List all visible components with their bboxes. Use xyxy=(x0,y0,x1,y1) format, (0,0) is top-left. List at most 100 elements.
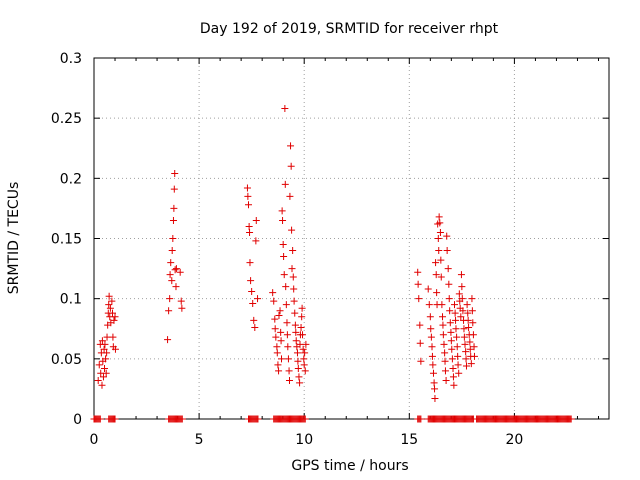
x-tick-label: 0 xyxy=(90,432,99,448)
data-point xyxy=(105,292,113,300)
zero-data-point xyxy=(111,415,119,423)
data-point xyxy=(98,337,106,345)
data-point xyxy=(463,301,471,309)
data-point xyxy=(441,357,449,365)
data-point xyxy=(105,301,113,309)
data-point xyxy=(429,369,437,377)
data-point xyxy=(470,343,478,351)
zero-data-point xyxy=(301,415,309,423)
data-point xyxy=(272,333,280,341)
data-point xyxy=(244,192,252,200)
data-point xyxy=(252,216,260,224)
data-point xyxy=(466,345,474,353)
data-point xyxy=(429,361,437,369)
data-point xyxy=(276,307,284,315)
data-point xyxy=(452,325,460,333)
data-point xyxy=(298,304,306,312)
data-point xyxy=(287,162,295,170)
zero-data-point xyxy=(567,415,575,423)
data-point xyxy=(283,331,291,339)
data-point xyxy=(452,316,460,324)
data-point xyxy=(441,367,449,375)
data-point xyxy=(281,180,289,188)
data-point xyxy=(468,307,476,315)
data-point xyxy=(292,328,300,336)
data-point xyxy=(170,185,178,193)
data-point xyxy=(461,340,469,348)
data-point xyxy=(467,360,475,368)
data-point xyxy=(288,226,296,234)
data-point xyxy=(283,319,291,327)
data-point xyxy=(279,241,287,249)
data-point xyxy=(110,316,118,324)
data-point xyxy=(447,328,455,336)
data-point xyxy=(416,321,424,329)
data-point xyxy=(465,324,473,332)
zero-data-point xyxy=(96,415,104,423)
data-point xyxy=(274,361,282,369)
data-point xyxy=(275,367,283,375)
data-point xyxy=(432,271,440,279)
data-point xyxy=(291,309,299,317)
data-point xyxy=(466,338,474,346)
data-point xyxy=(432,259,440,267)
data-point xyxy=(428,352,436,360)
data-point xyxy=(448,355,456,363)
data-point xyxy=(176,268,184,276)
data-point xyxy=(271,315,279,323)
data-point xyxy=(439,331,447,339)
data-point xyxy=(470,352,478,360)
y-tick-label: 0 xyxy=(73,412,82,428)
data-point xyxy=(446,319,454,327)
data-point xyxy=(102,369,110,377)
data-point xyxy=(427,325,435,333)
data-point xyxy=(296,340,304,348)
data-point xyxy=(457,313,465,321)
data-point xyxy=(299,345,307,353)
data-point xyxy=(109,333,117,341)
x-tick-label: 15 xyxy=(400,432,418,448)
data-point xyxy=(247,277,255,285)
data-point xyxy=(431,385,439,393)
data-point xyxy=(251,324,259,332)
data-point xyxy=(424,285,432,293)
y-tick-label: 0.3 xyxy=(60,51,82,67)
data-point xyxy=(111,313,119,321)
data-point xyxy=(297,324,305,332)
data-point xyxy=(290,285,298,293)
data-point xyxy=(298,313,306,321)
data-point xyxy=(451,301,458,309)
data-point xyxy=(95,361,103,369)
data-point xyxy=(270,297,278,305)
data-point xyxy=(425,301,433,309)
x-tick-label: 10 xyxy=(295,432,313,448)
data-point xyxy=(443,232,451,240)
data-point xyxy=(286,192,294,200)
data-point xyxy=(458,295,466,303)
data-point xyxy=(464,309,472,317)
data-point xyxy=(278,355,286,363)
data-point xyxy=(100,345,108,353)
data-point xyxy=(167,259,175,267)
data-point xyxy=(165,307,173,315)
data-point xyxy=(431,395,439,403)
data-point xyxy=(416,339,424,347)
data-point xyxy=(170,204,178,212)
data-point xyxy=(301,367,309,375)
data-point xyxy=(459,307,467,315)
data-point xyxy=(288,265,296,273)
data-point xyxy=(301,349,309,357)
data-point xyxy=(168,277,176,285)
data-point xyxy=(277,337,285,345)
data-point xyxy=(271,325,279,333)
data-point xyxy=(445,280,453,288)
data-point xyxy=(469,319,477,327)
data-point xyxy=(299,331,307,339)
x-tick-label: 20 xyxy=(505,432,523,448)
data-points xyxy=(90,105,575,423)
chart-title: Day 192 of 2019, SRMTID for receiver rhp… xyxy=(200,21,499,37)
data-point xyxy=(435,247,443,255)
data-point xyxy=(445,295,453,303)
data-point xyxy=(440,340,448,348)
